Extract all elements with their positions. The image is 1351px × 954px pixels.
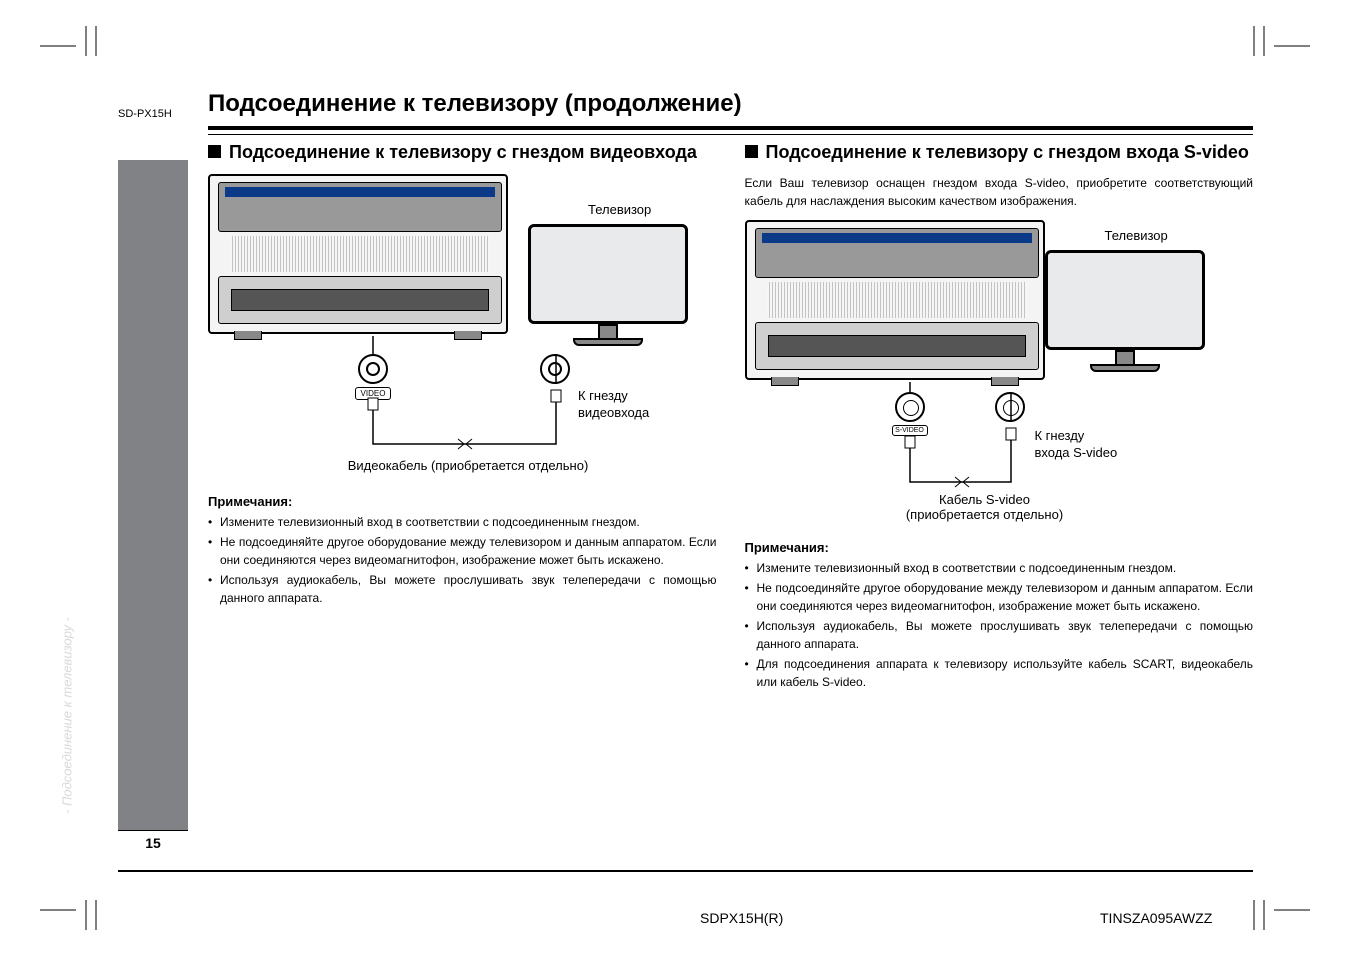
sidebar-sub-text: - Подсоединение к телевизору -	[59, 617, 74, 814]
list-item: Используя аудиокабель, Вы можете прослуш…	[745, 617, 1254, 653]
footer-code: TINSZA095AWZZ	[1100, 910, 1212, 926]
page-number: 15	[118, 830, 188, 854]
right-column: Подсоединение к телевизору с гнездом вхо…	[745, 140, 1254, 693]
list-item: Используя аудиокабель, Вы можете прослуш…	[208, 571, 717, 607]
sidebar-tab: Подготовка к использованию - Подсоединен…	[118, 160, 188, 830]
left-subhead: Подсоединение к телевизору с гнездом вид…	[208, 140, 717, 164]
bottom-rule	[118, 870, 1253, 872]
content-columns: Подсоединение к телевизору с гнездом вид…	[208, 140, 1253, 693]
right-notes-list: Измените телевизионный вход в соответств…	[745, 559, 1254, 691]
page-frame: Подсоединение к телевизору (продолжение)	[118, 90, 1253, 135]
page-title: Подсоединение к телевизору (продолжение)	[208, 90, 1253, 118]
footer-model: SDPX15H(R)	[700, 910, 783, 926]
left-notes-head: Примечания:	[208, 494, 717, 509]
left-subhead-text: Подсоединение к телевизору с гнездом вид…	[229, 140, 697, 164]
crop-mark-tr	[1250, 26, 1310, 66]
left-diagram: Телевизор VIDEO К гнезду видеовхода Виде…	[208, 174, 717, 484]
rule-thin	[208, 134, 1253, 135]
list-item: Не подсоединяйте другое оборудование меж…	[745, 579, 1254, 615]
cable-path	[208, 174, 708, 484]
cable-caption: Видеокабель (приобретается отдельно)	[328, 458, 608, 473]
right-subhead-text: Подсоединение к телевизору с гнездом вхо…	[766, 140, 1249, 164]
list-item: Для подсоединения аппарата к телевизору …	[745, 655, 1254, 691]
cable-caption-line2: (приобретается отдельно)	[906, 507, 1063, 522]
crop-mark-tl	[40, 26, 100, 66]
cable-caption-line1: Кабель S-video	[939, 492, 1030, 507]
list-item: Измените телевизионный вход в соответств…	[208, 513, 717, 531]
list-item: Измените телевизионный вход в соответств…	[745, 559, 1254, 577]
crop-mark-br	[1250, 890, 1310, 930]
left-column: Подсоединение к телевизору с гнездом вид…	[208, 140, 717, 693]
crop-mark-bl	[40, 890, 100, 930]
rule-thick	[208, 126, 1253, 130]
cable-caption: Кабель S-video (приобретается отдельно)	[895, 492, 1075, 522]
right-intro: Если Ваш телевизор оснащен гнездом входа…	[745, 174, 1254, 210]
right-diagram: Телевизор S-VIDEO К гнезду входа S-video…	[745, 220, 1254, 530]
cable-path	[745, 220, 1245, 530]
right-subhead: Подсоединение к телевизору с гнездом вхо…	[745, 140, 1254, 164]
list-item: Не подсоединяйте другое оборудование меж…	[208, 533, 717, 569]
left-notes-list: Измените телевизионный вход в соответств…	[208, 513, 717, 607]
right-notes-head: Примечания:	[745, 540, 1254, 555]
